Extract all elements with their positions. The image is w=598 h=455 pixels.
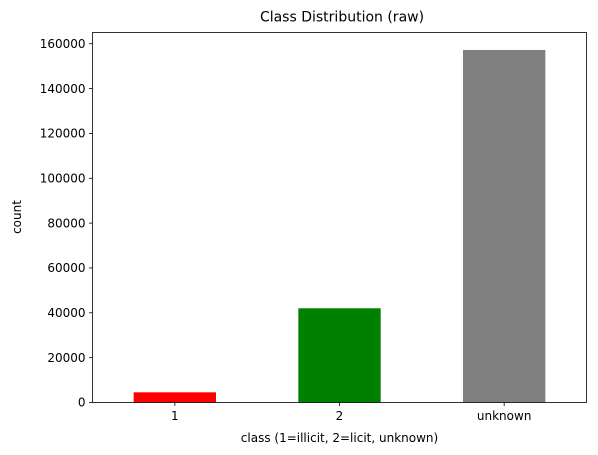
bar-unknown <box>463 49 546 403</box>
y-tick-label: 120000 <box>40 127 86 141</box>
y-tick-label: 20000 <box>47 351 85 365</box>
chart-title: Class Distribution (raw) <box>260 10 424 26</box>
y-tick-label: 40000 <box>47 306 85 320</box>
x-axis-label: class (1=illicit, 2=licit, unknown) <box>241 431 438 445</box>
bar-1 <box>133 392 216 403</box>
y-tick-label: 80000 <box>47 216 85 230</box>
bar-2 <box>298 308 381 403</box>
y-axis-label: count <box>10 200 24 234</box>
bars-group <box>133 49 546 403</box>
y-tick-label: 100000 <box>40 171 86 185</box>
y-axis-ticks: 0 20000 40000 60000 80000 100000 120000 140000 1… <box>40 37 93 410</box>
y-tick-label: 0 <box>78 396 86 410</box>
x-axis-ticks: 1 2 unknown <box>171 402 532 423</box>
y-tick-label: 140000 <box>40 82 86 96</box>
x-tick-label: 1 <box>171 409 179 423</box>
y-tick-label: 60000 <box>47 261 85 275</box>
y-tick-label: 160000 <box>40 37 86 51</box>
x-tick-label: 2 <box>336 409 344 423</box>
x-tick-label: unknown <box>477 409 532 423</box>
plot-frame <box>92 32 587 403</box>
